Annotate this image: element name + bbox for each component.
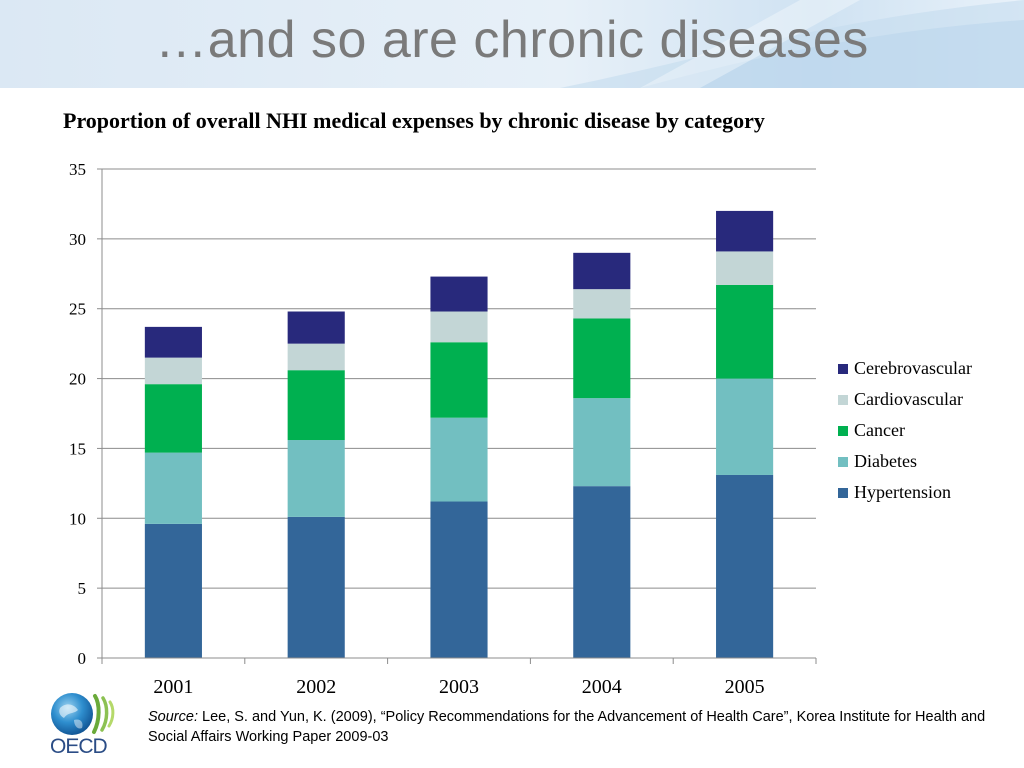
oecd-logo-text: OECD [50, 735, 108, 758]
x-tick-label: 2002 [296, 676, 336, 698]
source-label: Source: [148, 709, 198, 725]
legend-item-cerebrovascular: Cerebrovascular [838, 353, 1018, 384]
bar-segment-cerebrovascular-2003 [430, 276, 488, 312]
bar-segment-cardiovascular-2002 [287, 343, 345, 371]
axes: 0 5 10 15 20 25 30 35 2001 2002 2003 2004 2005 [69, 160, 817, 698]
bar-segment-cerebrovascular-2001 [144, 326, 202, 358]
x-tick-label: 2005 [725, 676, 765, 698]
legend-swatch [838, 394, 848, 405]
y-tick-label: 15 [69, 439, 86, 458]
x-tick-label: 2003 [439, 676, 479, 698]
x-tick-label: 2001 [153, 676, 193, 698]
bar-segment-diabetes-2004 [573, 398, 631, 487]
bar-segment-hypertension-2004 [573, 486, 631, 658]
bar-segment-cancer-2005 [716, 284, 774, 379]
stacked-bar-chart: 0 5 10 15 20 25 30 35 2001 2002 2003 2004 2005 [69, 160, 817, 698]
legend-label: Diabetes [854, 451, 917, 471]
y-tick-label: 30 [69, 230, 86, 249]
bar-segment-hypertension-2003 [430, 501, 488, 658]
bar-segment-hypertension-2005 [716, 474, 774, 658]
bar-segment-hypertension-2001 [144, 523, 202, 658]
bar-segment-cardiovascular-2004 [573, 289, 631, 319]
y-tick-label: 20 [69, 370, 86, 389]
bar-segment-cerebrovascular-2002 [287, 311, 345, 344]
y-tick-label: 25 [69, 300, 86, 319]
bar-segment-cancer-2003 [430, 342, 488, 418]
bar-segment-diabetes-2001 [144, 452, 202, 524]
legend-swatch [838, 456, 848, 467]
legend-label: Cancer [854, 420, 905, 440]
bar-segment-cancer-2001 [144, 384, 202, 453]
bar-segment-cerebrovascular-2005 [716, 210, 774, 252]
x-tick-label: 2004 [582, 676, 622, 698]
bars [144, 210, 774, 658]
legend-label: Hypertension [854, 482, 951, 502]
bar-segment-cardiovascular-2001 [144, 357, 202, 385]
bar-segment-cerebrovascular-2004 [573, 252, 631, 290]
bar-segment-diabetes-2003 [430, 417, 488, 502]
oecd-globe-logo [51, 693, 115, 735]
legend-swatch [838, 425, 848, 436]
bar-segment-cardiovascular-2005 [716, 251, 774, 285]
legend-item-cardiovascular: Cardiovascular [838, 384, 1018, 415]
source-note: Source: Lee, S. and Yun, K. (2009), “Pol… [148, 707, 988, 747]
header-band [0, 0, 1024, 88]
legend-item-hypertension: Hypertension [838, 477, 1018, 508]
y-tick-label: 5 [78, 579, 87, 598]
legend-item-cancer: Cancer [838, 415, 1018, 446]
chart-legend: Cerebrovascular Cardiovascular Cancer Diabe… [838, 353, 1018, 508]
legend-swatch [838, 487, 848, 498]
slide-title: …and so are chronic diseases [155, 11, 869, 69]
header-swoosh-decoration [560, 0, 1024, 88]
y-tick-label: 0 [78, 649, 87, 668]
legend-label: Cardiovascular [854, 389, 963, 409]
bar-segment-cancer-2004 [573, 318, 631, 399]
bar-segment-diabetes-2005 [716, 378, 774, 475]
chart-title: Proportion of overall NHI medical expens… [63, 108, 765, 133]
y-tick-label: 10 [69, 509, 86, 528]
legend-item-diabetes: Diabetes [838, 446, 1018, 477]
legend-label: Cerebrovascular [854, 358, 972, 378]
bar-segment-hypertension-2002 [287, 516, 345, 658]
bar-segment-diabetes-2002 [287, 440, 345, 517]
y-tick-label: 35 [69, 160, 86, 179]
legend-swatch [838, 363, 848, 374]
source-citation: Lee, S. and Yun, K. (2009), “Policy Reco… [148, 709, 986, 745]
bar-segment-cardiovascular-2003 [430, 311, 488, 343]
bar-segment-cancer-2002 [287, 370, 345, 441]
